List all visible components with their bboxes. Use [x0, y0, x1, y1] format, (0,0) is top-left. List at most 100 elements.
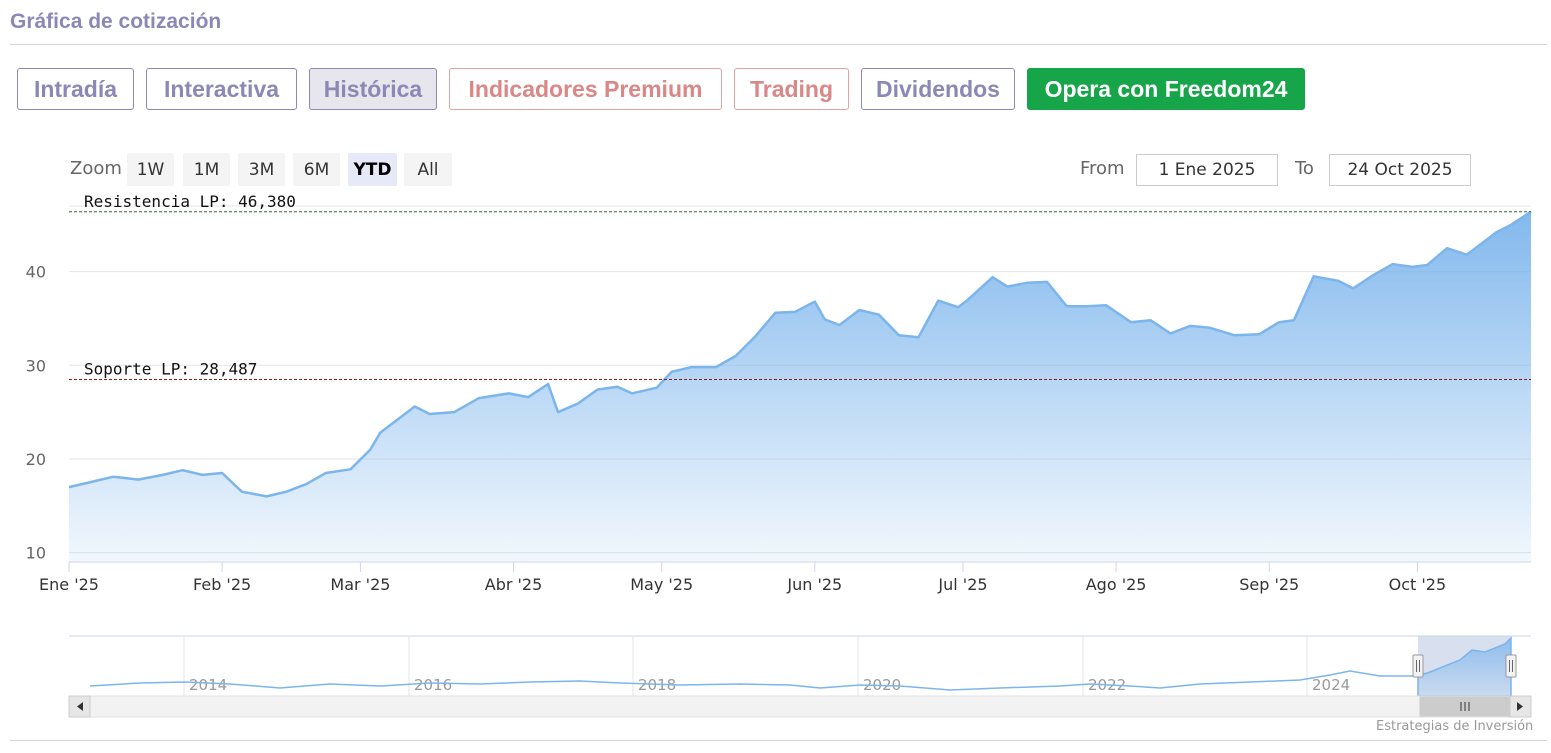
- tab-trading[interactable]: Trading: [734, 68, 849, 110]
- price-point[interactable]: [1310, 272, 1318, 280]
- price-point[interactable]: [1231, 331, 1239, 339]
- price-point[interactable]: [989, 273, 997, 281]
- price-point[interactable]: [732, 352, 740, 360]
- credit-text[interactable]: Estrategias de Inversión: [1376, 719, 1534, 734]
- price-point[interactable]: [391, 418, 399, 426]
- price-point[interactable]: [791, 308, 799, 316]
- price-point[interactable]: [1463, 251, 1471, 259]
- price-point[interactable]: [90, 477, 98, 485]
- price-point[interactable]: [1063, 302, 1071, 310]
- price-point[interactable]: [613, 383, 621, 391]
- price-chart: 10 20 30 40 Ene '25 Feb '25 Mar '25 Abr '25 May …: [26, 192, 1532, 718]
- price-point[interactable]: [1023, 279, 1031, 287]
- range-to-input[interactable]: [1329, 154, 1471, 186]
- price-point[interactable]: [1147, 316, 1155, 324]
- price-point[interactable]: [282, 488, 290, 496]
- price-point[interactable]: [179, 466, 187, 474]
- price-point[interactable]: [1206, 324, 1214, 332]
- price-point[interactable]: [1369, 271, 1377, 279]
- price-point[interactable]: [954, 303, 962, 311]
- price-point[interactable]: [376, 429, 384, 437]
- zoom-6m-button[interactable]: 6M: [293, 153, 340, 186]
- price-point[interactable]: [1492, 228, 1500, 236]
- price-point[interactable]: [505, 389, 513, 397]
- price-point[interactable]: [1349, 284, 1357, 292]
- zoom-all-button[interactable]: All: [404, 153, 452, 186]
- price-point[interactable]: [1186, 322, 1194, 330]
- price-point[interactable]: [855, 306, 863, 314]
- price-point[interactable]: [411, 403, 419, 411]
- price-point[interactable]: [1043, 278, 1051, 286]
- price-point[interactable]: [426, 410, 434, 418]
- y-tick-label: 30: [26, 356, 46, 375]
- price-point[interactable]: [934, 297, 942, 305]
- price-point[interactable]: [628, 389, 636, 397]
- zoom-3m-button[interactable]: 3M: [238, 153, 285, 186]
- price-point[interactable]: [1478, 240, 1486, 248]
- price-point[interactable]: [1409, 263, 1417, 271]
- price-point[interactable]: [875, 311, 883, 319]
- price-point[interactable]: [771, 309, 779, 317]
- range-from-input[interactable]: [1136, 154, 1278, 186]
- price-point[interactable]: [712, 363, 720, 371]
- resistance-label: Resistencia LP: 46,380: [84, 192, 296, 211]
- price-point[interactable]: [347, 465, 355, 473]
- price-point[interactable]: [366, 446, 374, 454]
- price-point[interactable]: [524, 393, 532, 401]
- tab-indicadores-premium[interactable]: Indicadores Premium: [449, 68, 722, 110]
- price-point[interactable]: [475, 394, 483, 402]
- price-point[interactable]: [1290, 316, 1298, 324]
- price-point[interactable]: [1127, 318, 1135, 326]
- price-point[interactable]: [811, 298, 819, 306]
- price-point[interactable]: [1102, 301, 1110, 309]
- navigator-left-handle-icon[interactable]: [1412, 654, 1424, 678]
- price-point[interactable]: [110, 473, 118, 481]
- tab-interactiva[interactable]: Interactiva: [146, 68, 297, 110]
- price-point[interactable]: [687, 363, 695, 371]
- price-point[interactable]: [450, 408, 458, 416]
- navigator-right-handle-icon[interactable]: [1505, 654, 1517, 678]
- price-point[interactable]: [263, 492, 271, 500]
- price-point[interactable]: [554, 408, 562, 416]
- price-point[interactable]: [752, 332, 760, 340]
- price-point[interactable]: [159, 471, 167, 479]
- price-point[interactable]: [1003, 283, 1011, 291]
- price-point[interactable]: [594, 386, 602, 394]
- navigator-history-line: [89, 670, 1418, 691]
- zoom-1m-button[interactable]: 1M: [183, 153, 230, 186]
- y-tick-label: 20: [26, 450, 46, 469]
- tab-dividendos[interactable]: Dividendos: [861, 68, 1015, 110]
- price-point[interactable]: [1507, 221, 1515, 229]
- price-point[interactable]: [218, 469, 226, 477]
- price-point[interactable]: [1334, 277, 1342, 285]
- price-point[interactable]: [964, 296, 972, 304]
- price-point[interactable]: [1275, 318, 1283, 326]
- price-point[interactable]: [238, 488, 246, 496]
- price-point[interactable]: [915, 333, 923, 341]
- price-point[interactable]: [65, 483, 73, 491]
- zoom-ytd-button[interactable]: YTD: [348, 153, 397, 186]
- price-point[interactable]: [574, 400, 582, 408]
- zoom-1w-button[interactable]: 1W: [127, 153, 174, 186]
- price-point[interactable]: [1166, 329, 1174, 337]
- price-point[interactable]: [653, 384, 661, 392]
- tab-opera-con-freedom24[interactable]: Opera con Freedom24: [1027, 68, 1305, 110]
- price-point[interactable]: [1083, 302, 1091, 310]
- scrollbar-track[interactable]: [68, 695, 1532, 718]
- price-point[interactable]: [1389, 260, 1397, 268]
- left-arrow-icon: [77, 702, 83, 711]
- price-point[interactable]: [1255, 330, 1263, 338]
- price-point[interactable]: [895, 331, 903, 339]
- price-point[interactable]: [302, 480, 310, 488]
- price-point[interactable]: [1443, 244, 1451, 252]
- tab-intrad-a[interactable]: Intradía: [17, 68, 134, 110]
- tab-hist-rica[interactable]: Histórica: [309, 68, 437, 110]
- price-point[interactable]: [836, 321, 844, 329]
- price-point[interactable]: [821, 315, 829, 323]
- price-point[interactable]: [134, 476, 142, 484]
- price-point[interactable]: [544, 380, 552, 388]
- price-point[interactable]: [198, 471, 206, 479]
- price-point[interactable]: [322, 469, 330, 477]
- price-point[interactable]: [1423, 261, 1431, 269]
- price-point[interactable]: [668, 368, 676, 376]
